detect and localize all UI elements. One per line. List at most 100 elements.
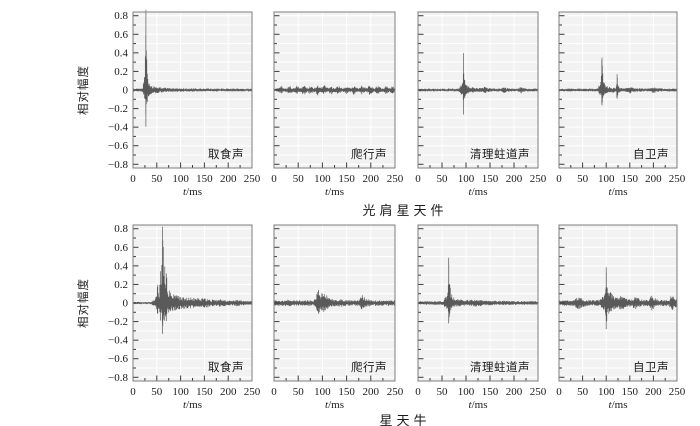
plot-label-crawling-row2: 爬行声 bbox=[351, 362, 387, 374]
x-tick-label: 50 bbox=[151, 173, 163, 185]
x-tick-label: 100 bbox=[598, 173, 615, 185]
y-tick-label: −0.8 bbox=[108, 159, 128, 171]
x-tick-label: 0 bbox=[271, 386, 277, 398]
subplot-r0-c3: 0 50 100 150 200 250 t/ms bbox=[556, 11, 686, 198]
subplot-r1-c3: 0 50 100 150 200 250 t/ms bbox=[556, 224, 686, 411]
x-tick-label: 150 bbox=[482, 173, 499, 185]
y-tick-label: 0.6 bbox=[114, 29, 128, 41]
x-tick-label: 200 bbox=[363, 173, 380, 185]
subplot-r1-c1: 0 50 100 150 200 250 t/ms bbox=[271, 224, 404, 411]
x-tick-label: 50 bbox=[293, 386, 305, 398]
x-tick-label: 100 bbox=[314, 386, 331, 398]
x-tick-label: 0 bbox=[130, 173, 136, 185]
subplot-r1-c0: 0 50 100 150 200 250 t/ms 0.8 0.6 0.4 0.2 0 −0.2 −0.4… bbox=[108, 223, 261, 411]
plot-label-defense-row1: 自卫声 bbox=[633, 149, 669, 161]
y-axis-title-row1: 相对幅度 bbox=[78, 65, 90, 115]
y-tick-label: −0.2 bbox=[108, 103, 128, 115]
subplot-r1-c2: 0 50 100 150 200 250 t/ms bbox=[415, 224, 547, 411]
x-axis-unit: t/ms bbox=[325, 186, 344, 198]
x-tick-label: 100 bbox=[172, 386, 189, 398]
x-tick-label: 0 bbox=[415, 386, 421, 398]
y-tick-label: −0.6 bbox=[108, 140, 128, 152]
y-tick-label: −0.2 bbox=[108, 316, 128, 328]
x-tick-label: 50 bbox=[437, 386, 449, 398]
plot-label-crawling-row1: 爬行声 bbox=[351, 149, 387, 161]
group-caption-row1: 光肩星天件 bbox=[362, 203, 448, 218]
plot-frame bbox=[558, 11, 678, 169]
x-tick-label: 250 bbox=[387, 173, 404, 185]
plot-frame bbox=[273, 224, 396, 382]
y-tick-label: 0.4 bbox=[114, 47, 128, 59]
x-tick-label: 0 bbox=[130, 386, 136, 398]
x-tick-label: 50 bbox=[577, 386, 589, 398]
group-caption-row2: 星天牛 bbox=[379, 413, 431, 426]
subplot-r0-c0: 0 50 100 150 200 250 t/ms 0.8 0.6 0.4 0.2 0 −0.2 −0.4… bbox=[108, 9, 261, 198]
x-tick-label: 50 bbox=[437, 173, 449, 185]
plot-label-gallery-cleaning-row1: 清理蛀道声 bbox=[470, 149, 530, 161]
x-tick-label: 100 bbox=[314, 173, 331, 185]
x-tick-label: 50 bbox=[293, 173, 305, 185]
x-axis-unit: t/ms bbox=[183, 399, 202, 411]
plot-frame bbox=[132, 11, 253, 169]
x-tick-label: 250 bbox=[669, 386, 686, 398]
y-tick-label: 0.6 bbox=[114, 242, 128, 254]
x-tick-label: 150 bbox=[338, 386, 355, 398]
x-tick-label: 100 bbox=[598, 386, 615, 398]
x-axis-unit: t/ms bbox=[325, 399, 344, 411]
x-axis-unit: t/ms bbox=[609, 186, 628, 198]
y-tick-label: 0.2 bbox=[114, 66, 128, 78]
plot-frame bbox=[558, 224, 678, 382]
plot-label-feeding-row2: 取食声 bbox=[208, 362, 244, 374]
x-axis-unit: t/ms bbox=[609, 399, 628, 411]
plot-label-feeding-row1: 取食声 bbox=[208, 149, 244, 161]
x-tick-label: 0 bbox=[556, 386, 562, 398]
plot-frame bbox=[417, 224, 539, 382]
x-tick-label: 200 bbox=[220, 386, 237, 398]
y-tick-label: −0.6 bbox=[108, 353, 128, 365]
y-tick-label: 0.8 bbox=[114, 223, 128, 235]
x-tick-label: 50 bbox=[151, 386, 163, 398]
x-tick-label: 150 bbox=[622, 173, 639, 185]
x-tick-label: 100 bbox=[458, 173, 475, 185]
y-tick-label: −0.8 bbox=[108, 372, 128, 384]
x-tick-label: 250 bbox=[387, 386, 404, 398]
x-tick-label: 250 bbox=[530, 173, 547, 185]
x-axis-unit: t/ms bbox=[469, 399, 488, 411]
x-tick-label: 50 bbox=[577, 173, 589, 185]
plot-label-defense-row2: 自卫声 bbox=[633, 362, 669, 374]
y-tick-label: 0.4 bbox=[114, 260, 128, 272]
x-tick-label: 200 bbox=[506, 173, 523, 185]
y-tick-label: 0.2 bbox=[114, 279, 128, 291]
x-tick-label: 150 bbox=[338, 173, 355, 185]
x-tick-label: 150 bbox=[196, 386, 213, 398]
x-tick-label: 0 bbox=[415, 173, 421, 185]
x-axis-unit: t/ms bbox=[469, 186, 488, 198]
plot-frame bbox=[273, 11, 396, 169]
x-tick-label: 0 bbox=[556, 173, 562, 185]
x-tick-label: 200 bbox=[645, 173, 662, 185]
x-tick-label: 200 bbox=[645, 386, 662, 398]
x-tick-label: 100 bbox=[458, 386, 475, 398]
x-tick-label: 250 bbox=[244, 386, 261, 398]
x-tick-label: 200 bbox=[506, 386, 523, 398]
x-tick-label: 100 bbox=[172, 173, 189, 185]
x-tick-label: 200 bbox=[363, 386, 380, 398]
x-tick-label: 150 bbox=[196, 173, 213, 185]
plot-frame bbox=[417, 11, 539, 169]
plot-label-gallery-cleaning-row2: 清理蛀道声 bbox=[470, 362, 530, 374]
y-tick-label: −0.4 bbox=[108, 122, 128, 134]
x-tick-label: 250 bbox=[244, 173, 261, 185]
x-tick-label: 250 bbox=[669, 173, 686, 185]
y-tick-label: −0.4 bbox=[108, 335, 128, 347]
y-tick-label: 0 bbox=[123, 85, 129, 97]
x-tick-label: 150 bbox=[622, 386, 639, 398]
x-tick-label: 150 bbox=[482, 386, 499, 398]
x-tick-label: 250 bbox=[530, 386, 547, 398]
x-tick-label: 200 bbox=[220, 173, 237, 185]
y-tick-label: 0.8 bbox=[114, 10, 128, 22]
subplot-r0-c2: 0 50 100 150 200 250 t/ms bbox=[415, 11, 547, 198]
plot-frame bbox=[132, 224, 253, 382]
y-axis-title-row2: 相对幅度 bbox=[78, 278, 90, 328]
